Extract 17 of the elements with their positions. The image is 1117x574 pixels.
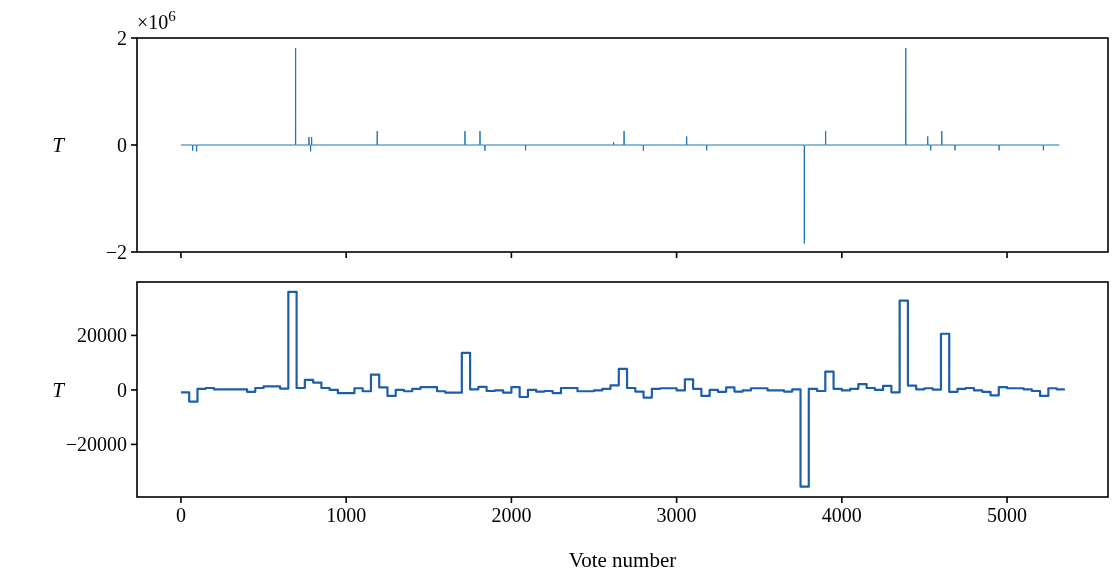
line-series bbox=[180, 47, 1060, 244]
x-tick-label: 5000 bbox=[987, 504, 1028, 526]
text: ×10$^{6}$ bbox=[137, 8, 177, 33]
x-tick-label: 0 bbox=[175, 504, 186, 526]
x-tick-label: 4000 bbox=[821, 504, 862, 526]
x-tick-label: 3000 bbox=[656, 504, 697, 526]
y-tick-label: 2 bbox=[117, 27, 127, 49]
y-tick-label: 20000 bbox=[77, 324, 127, 347]
x-axis-title: Vote number bbox=[568, 548, 677, 572]
y-tick-label: −20000 bbox=[65, 433, 127, 456]
y-tick-label: 0 bbox=[117, 378, 127, 401]
x-tick-label: 2000 bbox=[491, 504, 532, 526]
y-tick-label: 0 bbox=[117, 134, 127, 156]
y-axis-title: T bbox=[52, 133, 66, 157]
y-tick-label: −2 bbox=[105, 241, 127, 263]
y-axis-title: T bbox=[52, 377, 66, 402]
x-tick-label: 1000 bbox=[326, 504, 367, 526]
